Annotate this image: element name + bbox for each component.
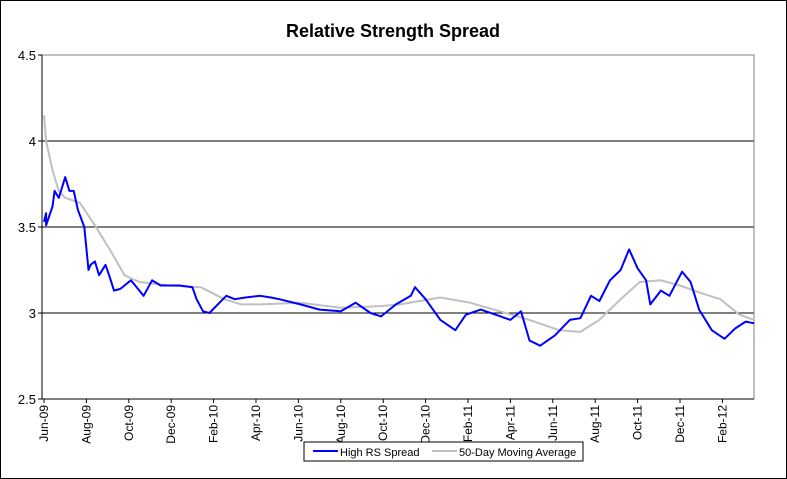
x-tick-label: Jun-11 xyxy=(546,405,560,441)
x-tick-label: Dec-09 xyxy=(164,405,178,444)
x-tick-label: Oct-09 xyxy=(122,405,136,441)
x-tick-label: Feb-10 xyxy=(207,405,221,443)
legend-label-ma: 50-Day Moving Average xyxy=(459,447,576,459)
x-tick-label: Dec-11 xyxy=(673,405,687,443)
x-tick-label: Jun-10 xyxy=(291,405,305,442)
y-axis: 2.5 3 3.5 4 4.5 xyxy=(18,48,43,407)
x-tick-label: Aug-09 xyxy=(79,405,93,444)
series-lines xyxy=(43,115,755,347)
y-tick-label: 2.5 xyxy=(18,392,36,407)
x-tick-label: Feb-11 xyxy=(461,405,475,442)
y-tick-label: 3 xyxy=(29,306,36,321)
chart-title: Relative Strength Spread xyxy=(286,21,500,41)
series-high-rs-spread xyxy=(43,176,755,347)
x-tick-label: Aug-11 xyxy=(588,405,602,443)
y-tick-label: 3.5 xyxy=(18,220,36,235)
legend: High RS Spread 50-Day Moving Average xyxy=(303,441,584,462)
series-50-day-moving-average xyxy=(43,115,755,333)
y-tick-label: 4 xyxy=(29,134,36,149)
x-tick-label: Feb-12 xyxy=(715,405,729,443)
x-tick-label: Aug-10 xyxy=(334,405,348,444)
x-tick-label: Oct-11 xyxy=(631,405,645,440)
legend-label-high-rs: High RS Spread xyxy=(340,447,420,459)
x-tick-label: Jun-09 xyxy=(37,405,51,442)
y-tick-label: 4.5 xyxy=(18,48,36,63)
x-tick-label: Apr-11 xyxy=(503,405,517,440)
x-tick-label: Dec-10 xyxy=(419,405,433,444)
x-tick-label: Oct-10 xyxy=(376,405,390,441)
x-tick-label: Apr-10 xyxy=(249,405,263,441)
gridlines xyxy=(42,140,754,314)
x-axis: Jun-09 Aug-09 Oct-09 Dec-09 Feb-10 Apr-10 Jun-… xyxy=(37,398,754,444)
